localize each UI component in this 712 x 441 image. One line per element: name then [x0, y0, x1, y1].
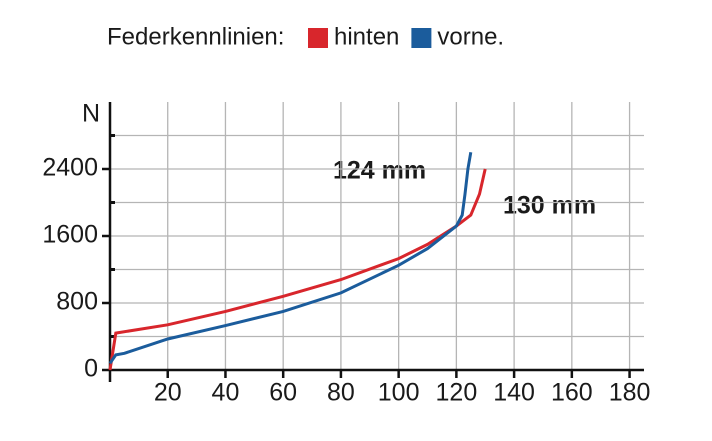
legend-swatch — [411, 28, 432, 48]
series-line — [108, 168, 487, 371]
series-line — [108, 152, 473, 365]
x-tick-label: 140 — [493, 379, 535, 407]
x-tick-label: 120 — [436, 379, 478, 407]
chart-title: Federkennlinien: — [107, 23, 284, 50]
x-tick-label: 160 — [551, 379, 593, 407]
x-tick-label: 100 — [378, 379, 420, 407]
annotation: 130 mm — [503, 192, 596, 220]
legend-label: hinten — [334, 23, 399, 50]
x-tick-label: 180 — [609, 379, 651, 407]
legend-swatch — [308, 28, 328, 48]
x-tick-label: 60 — [269, 379, 297, 407]
y-tick-label: 0 — [84, 355, 98, 383]
x-tick-label: 20 — [154, 379, 182, 407]
legend-label: vorne. — [437, 23, 504, 50]
x-tick-label: 40 — [212, 379, 240, 407]
y-tick-label: 1600 — [42, 221, 98, 249]
y-axis-label: N — [82, 100, 100, 128]
x-tick-label: 80 — [327, 379, 355, 407]
y-tick-label: 2400 — [42, 154, 98, 182]
y-tick-label: 800 — [56, 288, 98, 316]
annotation: 124 mm — [333, 157, 426, 185]
